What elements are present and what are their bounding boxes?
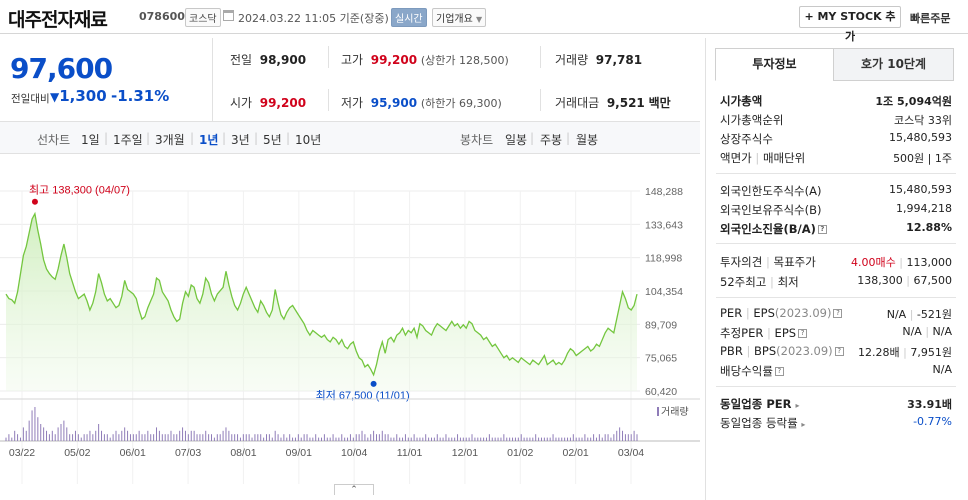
listed-shares-row: 상장주식수 15,480,593	[720, 131, 952, 146]
price-change: ▼1,300	[50, 87, 107, 105]
prev-close: 전일 98,900	[230, 53, 307, 67]
trade-amount: 거래대금 9,521 백만	[555, 96, 671, 110]
industry-per-row[interactable]: 동일업종 PER ▸ 33.91배	[720, 397, 952, 411]
quote-datetime: 2024.03.22 11:05 기준(장중)	[238, 12, 389, 25]
per-eps-row: PER | EPS(2023.09)? N/A | -521원	[720, 306, 952, 321]
y-tick-label: 148,288	[645, 186, 683, 198]
divider	[328, 89, 329, 111]
low-annotation: 최저 67,500 (11/01)	[316, 389, 410, 402]
x-tick-label: 08/01	[230, 447, 256, 459]
y-tick-label: 60,420	[645, 386, 677, 398]
y-tick-label: 104,354	[645, 286, 683, 298]
y-tick-label: 118,998	[645, 253, 682, 265]
volume-legend-swatch	[657, 407, 659, 416]
y-tick-label: 75,065	[645, 353, 677, 365]
x-tick-label: 03/04	[618, 447, 644, 459]
candle-monthly[interactable]: 월봉	[576, 133, 599, 147]
price-line	[5, 211, 638, 377]
open-price: 시가 99,200	[230, 96, 307, 110]
period-1y[interactable]: 1년	[199, 133, 219, 147]
period-3m[interactable]: 3개월	[155, 133, 185, 147]
x-tick-label: 01/02	[507, 447, 533, 459]
price-panel: 97,600 전일대비 ▼1,300 -1.31%	[0, 38, 212, 120]
y-tick-label: 133,643	[645, 219, 683, 231]
high-annotation: 최고 138,300 (04/07)	[29, 184, 130, 197]
price-change-percent: -1.31%	[111, 87, 170, 105]
x-tick-label: 09/01	[286, 447, 312, 459]
chevron-down-icon: ▼	[476, 15, 483, 24]
period-1w[interactable]: 1주일	[113, 133, 143, 147]
stock-code: 078600	[139, 10, 185, 23]
prev-compare-label: 전일대비	[11, 93, 50, 105]
foreign-holding-row: 외국인보유주식수(B) 1,994,218	[720, 202, 952, 217]
volume-legend: 거래량	[661, 406, 689, 418]
volume: 거래량 97,781	[555, 53, 643, 67]
tab-order-book[interactable]: 호가 10단계	[833, 48, 954, 81]
help-icon[interactable]: ?	[817, 225, 827, 234]
x-tick-label: 07/03	[175, 447, 201, 459]
divider	[328, 46, 329, 68]
divider	[540, 89, 541, 111]
market-cap-rank-row: 시가총액순위 코스닥 33위	[720, 113, 952, 127]
candle-weekly[interactable]: 주봉	[540, 133, 563, 147]
x-tick-label: 11/01	[397, 447, 423, 459]
add-my-stock-button[interactable]: + MY STOCK 추가	[799, 6, 901, 43]
chart-period-bar: 선차트 1일 | 1주일 | 3개월 | 1년 | 3년 | 5년 | 10년 …	[0, 121, 700, 154]
collapse-chart-toggle[interactable]: ⌃	[334, 484, 374, 495]
realtime-badge[interactable]: 실시간	[391, 8, 427, 27]
period-1d[interactable]: 1일	[81, 133, 100, 147]
help-icon[interactable]: ?	[774, 367, 784, 376]
calendar-icon	[223, 10, 234, 21]
par-value-row: 액면가 | 매매단위 500원 | 1주	[720, 151, 952, 165]
fast-order-link[interactable]: 빠른주문	[910, 12, 951, 25]
x-tick-label: 10/04	[341, 447, 367, 459]
price-chart[interactable]: 148,288 133,643 118,998 104,354 89,709 75,065…	[0, 154, 700, 500]
company-name: 대주전자재료	[8, 9, 108, 31]
est-per-row: 추정PER | EPS? N/A | N/A	[720, 325, 952, 340]
x-tick-label: 05/02	[64, 447, 90, 459]
company-overview-dropdown[interactable]: 기업개요 ▼	[432, 8, 487, 27]
foreign-ratio-row: 외국인소진율(B/A)? 12.88%	[720, 221, 952, 236]
opinion-row: 투자의견 | 목표주가 4.00매수 | 113,000	[720, 255, 952, 269]
investment-info-panel: 투자정보 호가 10단계 시가총액 1조 5,094억원 시가총액순위 코스닥 33…	[705, 38, 968, 500]
tab-investment-info[interactable]: 투자정보	[715, 48, 834, 81]
low-price: 저가 95,900 (하한가 69,300)	[341, 96, 502, 110]
low-marker	[370, 380, 377, 387]
x-tick-label: 12/01	[452, 447, 478, 459]
down-arrow-icon: ▼	[50, 90, 60, 104]
period-5y[interactable]: 5년	[263, 133, 282, 147]
y-tick-label: 89,709	[645, 319, 677, 331]
help-icon[interactable]: ?	[798, 329, 808, 338]
period-3y[interactable]: 3년	[231, 133, 250, 147]
x-tick-label: 06/01	[120, 447, 146, 459]
foreign-limit-row: 외국인한도주식수(A) 15,480,593	[720, 183, 952, 198]
divider	[540, 46, 541, 68]
line-chart-label: 선차트	[37, 133, 71, 147]
high-price: 고가 99,200 (상한가 128,500)	[341, 53, 509, 67]
help-icon[interactable]: ?	[833, 309, 843, 318]
help-icon[interactable]: ?	[834, 347, 844, 356]
market-badge: 코스닥	[185, 8, 221, 27]
x-tick-label: 02/01	[562, 447, 588, 459]
market-cap-row: 시가총액 1조 5,094억원	[720, 94, 952, 108]
stock-header: 대주전자재료 078600 코스닥 2024.03.22 11:05 기준(장중…	[0, 0, 968, 43]
current-price: 97,600	[10, 52, 113, 85]
high-marker	[31, 198, 38, 205]
week52-row: 52주최고 | 최저 138,300 | 67,500	[720, 274, 952, 289]
dividend-row: 배당수익률? N/A	[720, 363, 952, 378]
period-10y[interactable]: 10년	[295, 133, 322, 147]
divider	[212, 38, 213, 121]
x-tick-label: 03/22	[9, 447, 35, 459]
industry-rate-row[interactable]: 동일업종 등락률 ▸ -0.77%	[720, 415, 952, 430]
pbr-bps-row: PBR | BPS(2023.09)? 12.28배 | 7,951원	[720, 344, 952, 359]
candle-chart-label: 봉차트	[460, 133, 494, 147]
price-area	[6, 213, 637, 391]
candle-daily[interactable]: 일봉	[505, 133, 528, 147]
